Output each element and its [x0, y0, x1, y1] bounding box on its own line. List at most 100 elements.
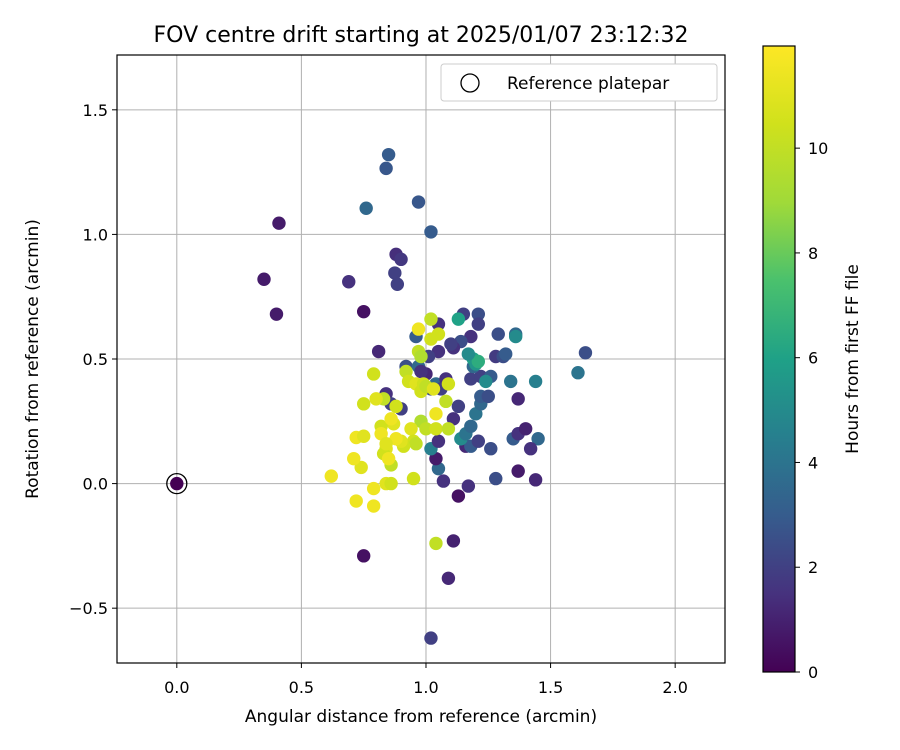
data-point	[431, 434, 446, 448]
data-point	[424, 631, 438, 645]
data-point	[257, 272, 271, 286]
data-point	[389, 399, 403, 414]
y-axis-ticks: −0.5 0.0 0.5 1.0 1.5	[69, 101, 117, 618]
data-point	[366, 367, 381, 381]
data-point	[369, 392, 383, 406]
data-point	[269, 307, 284, 321]
data-point	[384, 476, 398, 491]
data-point	[347, 451, 361, 466]
data-point	[379, 437, 393, 451]
data-point	[356, 429, 371, 443]
data-point	[446, 534, 461, 548]
data-point	[426, 382, 441, 396]
data-point	[384, 412, 398, 426]
data-point	[451, 489, 466, 503]
data-point	[479, 374, 493, 389]
data-point	[349, 494, 363, 508]
data-point	[518, 422, 533, 436]
data-point	[359, 201, 373, 215]
colorbar-tick-label: 2	[808, 558, 818, 577]
colorbar-tick-label: 6	[808, 349, 818, 368]
data-point	[431, 344, 446, 359]
data-point	[571, 366, 585, 380]
data-point	[356, 397, 371, 411]
data-point	[578, 346, 593, 360]
data-point	[424, 332, 438, 346]
data-point	[404, 422, 418, 436]
data-point	[511, 464, 525, 478]
data-point	[451, 399, 466, 414]
data-point	[436, 474, 451, 488]
data-point	[374, 427, 388, 441]
colorbar-tick-label: 8	[808, 244, 818, 263]
data-point	[441, 422, 456, 436]
data-point	[471, 307, 486, 321]
data-point	[441, 377, 456, 391]
y-tick-label: −0.5	[69, 599, 108, 618]
data-point	[356, 549, 371, 563]
data-point	[429, 422, 443, 436]
data-point	[471, 434, 486, 448]
colorbar-tick-label: 4	[808, 453, 818, 472]
data-point	[451, 312, 466, 326]
y-tick-label: 1.0	[83, 225, 108, 244]
x-tick-label: 0.0	[164, 678, 189, 697]
colorbar	[762, 45, 796, 673]
colorbar-ticks: 0 2 4 6 8 10	[795, 139, 828, 682]
data-point	[429, 451, 443, 466]
x-tick-label: 1.0	[413, 678, 438, 697]
data-point	[504, 374, 518, 389]
data-point	[511, 392, 525, 406]
data-point	[489, 471, 503, 486]
reference-marker-group	[166, 472, 188, 495]
data-point	[356, 304, 371, 319]
data-point	[381, 451, 396, 466]
data-point	[272, 216, 286, 230]
chart-title: FOV centre drift starting at 2025/01/07 …	[154, 23, 689, 48]
data-point	[471, 354, 486, 369]
data-point	[484, 442, 498, 456]
data-point	[424, 312, 438, 326]
data-point	[528, 473, 543, 487]
data-point	[388, 266, 402, 280]
data-point	[439, 394, 453, 409]
x-tick-label: 2.0	[662, 678, 687, 697]
legend-reference-marker	[460, 73, 480, 93]
data-point	[464, 419, 478, 433]
data-point	[464, 329, 478, 344]
data-point	[419, 422, 433, 436]
data-point	[379, 161, 393, 176]
reference-marker	[166, 472, 188, 495]
data-point	[528, 374, 543, 389]
data-point	[389, 432, 403, 446]
data-point	[381, 147, 396, 162]
data-point	[371, 344, 386, 359]
data-point	[390, 277, 405, 291]
legend-box	[440, 63, 718, 102]
data-point	[324, 469, 338, 483]
data-point	[414, 364, 428, 379]
data-point	[354, 460, 368, 475]
data-point	[441, 571, 456, 585]
data-point	[446, 412, 461, 426]
colorbar-tick-label: 10	[808, 139, 828, 158]
colorbar-tick-label: 0	[808, 663, 818, 682]
data-point	[471, 317, 486, 331]
data-point	[424, 225, 438, 239]
data-point	[366, 499, 381, 513]
data-point	[491, 327, 505, 341]
data-point	[499, 347, 513, 361]
x-tick-label: 0.5	[289, 678, 314, 697]
data-point	[411, 322, 426, 336]
data-points	[257, 147, 593, 645]
data-point	[461, 347, 476, 361]
data-point	[469, 407, 483, 421]
x-axis-ticks: 0.0 0.5 1.0 1.5 2.0	[164, 663, 688, 697]
data-point	[409, 437, 423, 451]
data-point	[444, 337, 458, 351]
data-point	[429, 536, 443, 551]
y-axis-label: Rotation from reference (arcmin)	[23, 219, 43, 499]
data-point	[342, 275, 356, 289]
data-point	[523, 442, 538, 456]
